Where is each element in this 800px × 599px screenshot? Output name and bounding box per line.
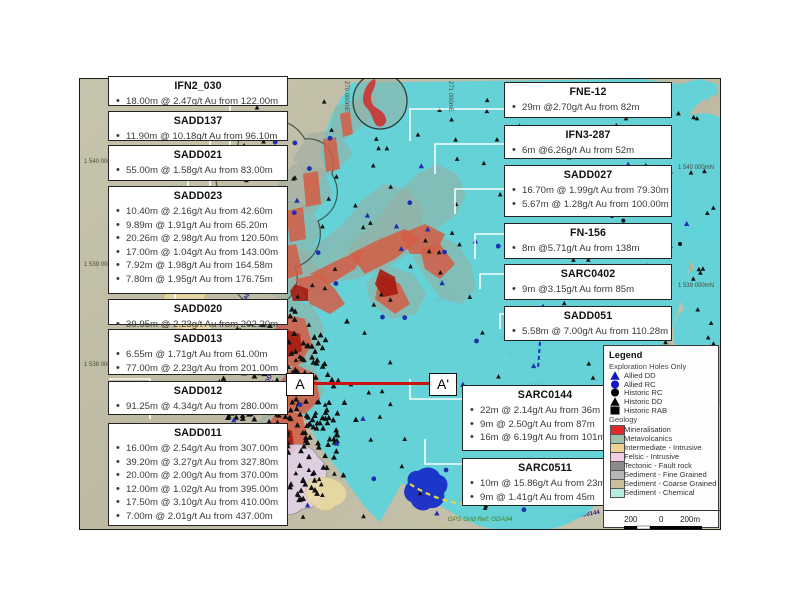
svg-text:1 540 000mN: 1 540 000mN (678, 165, 714, 171)
svg-text:GPS Grid Ref: GDA94: GPS Grid Ref: GDA94 (448, 516, 513, 523)
svg-text:271 000mE: 271 000mE (447, 81, 453, 112)
svg-text:1 539 000mN: 1 539 000mN (678, 283, 714, 289)
svg-text:270 000mE: 270 000mE (343, 81, 349, 112)
